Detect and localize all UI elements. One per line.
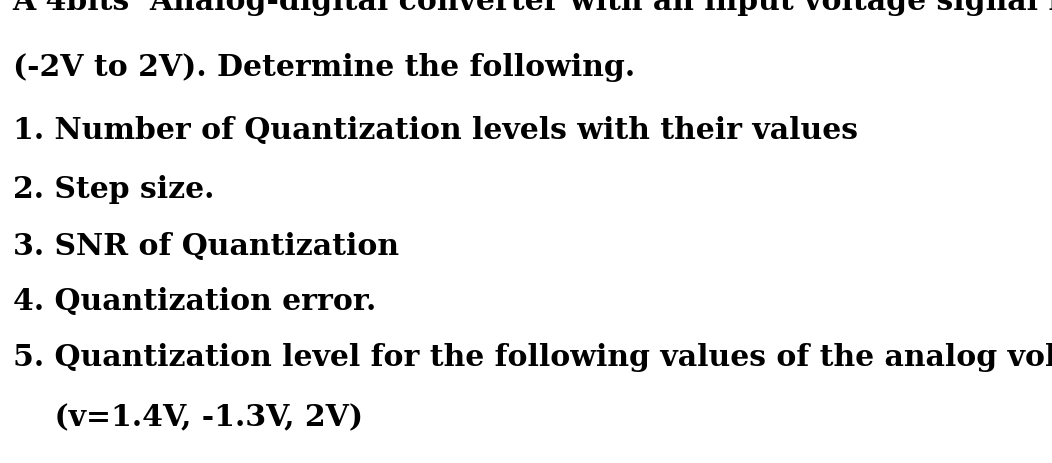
Text: (v=1.4V, -1.3V, 2V): (v=1.4V, -1.3V, 2V) [13, 403, 363, 432]
Text: 4. Quantization error.: 4. Quantization error. [13, 287, 376, 316]
Text: 2. Step size.: 2. Step size. [13, 175, 214, 204]
Text: 5. Quantization level for the following values of the analog voltage: 5. Quantization level for the following … [13, 342, 1052, 371]
Text: 1. Number of Quantization levels with their values: 1. Number of Quantization levels with th… [13, 116, 857, 144]
Text: (-2V to 2V). Determine the following.: (-2V to 2V). Determine the following. [13, 52, 634, 81]
Text: 3. SNR of Quantization: 3. SNR of Quantization [13, 232, 399, 261]
Text: A 4bits  Analog-digital converter with an input voltage signal ranging from: A 4bits Analog-digital converter with an… [13, 0, 1052, 16]
